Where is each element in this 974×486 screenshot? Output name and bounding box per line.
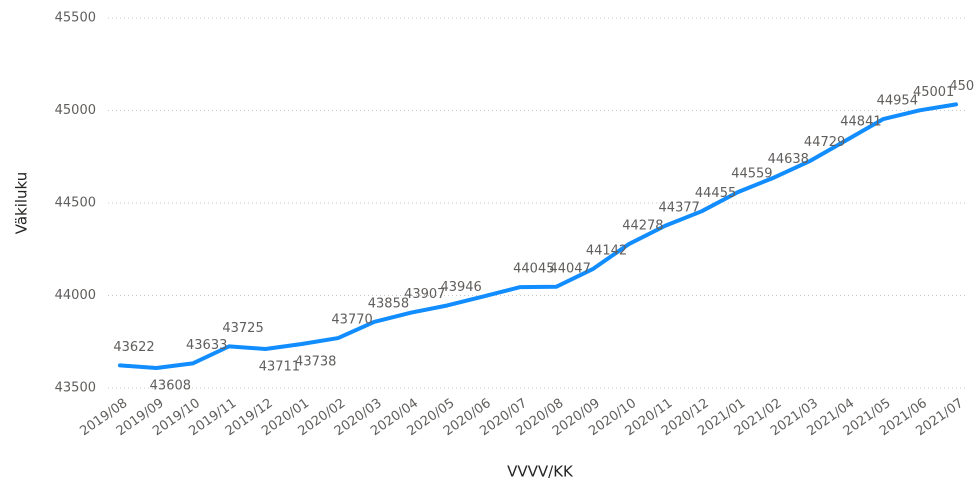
data-label: 43946 [440, 280, 481, 295]
data-label: 44377 [659, 200, 700, 215]
y-tick-label: 44000 [55, 288, 96, 303]
x-axis-title: VVVV/KK [507, 463, 574, 481]
y-axis-title: Väkiluku [13, 172, 31, 235]
data-label: 43738 [295, 354, 336, 369]
data-label: 43907 [404, 287, 445, 302]
y-tick-label: 43500 [55, 381, 96, 396]
y-tick-label: 45000 [55, 103, 96, 118]
data-label: 44638 [768, 152, 809, 167]
data-label: 43608 [150, 379, 191, 394]
data-label: 44841 [840, 114, 881, 129]
y-tick-label: 44500 [55, 196, 96, 211]
data-label: 43725 [222, 321, 263, 336]
data-label: 44278 [622, 219, 663, 234]
data-label: 43622 [113, 340, 154, 355]
data-label: 43858 [368, 296, 409, 311]
data-label: 44954 [877, 94, 918, 109]
y-tick-label: 45500 [55, 11, 96, 26]
line [118, 102, 958, 371]
data-label: 44455 [695, 186, 736, 201]
data-label: 43770 [331, 313, 372, 328]
data-label: 44559 [731, 167, 772, 182]
data-label: 45033 [949, 79, 974, 94]
data-label: 43633 [186, 338, 227, 353]
data-label: 45001 [913, 85, 954, 100]
data-label: 43711 [259, 359, 300, 374]
data-label: 44047 [549, 261, 590, 276]
data-label: 44045 [513, 262, 554, 277]
data-label: 44142 [586, 244, 627, 259]
data-label: 44729 [804, 135, 845, 150]
